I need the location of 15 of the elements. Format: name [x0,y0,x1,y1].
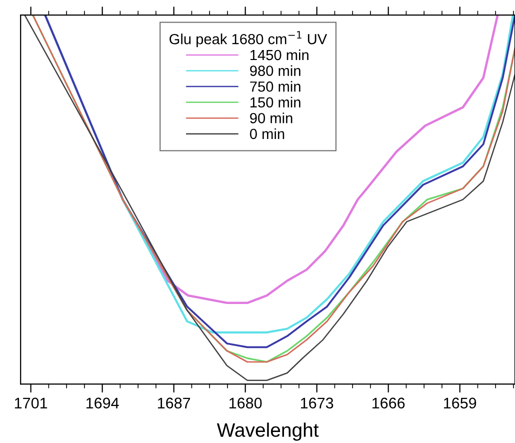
x-tick-label: 1694 [86,398,119,408]
x-axis-title: Wavelenght [216,422,319,441]
legend-label: 0 min [250,128,284,140]
x-tick-label: 1687 [158,398,190,408]
legend-label: 980 min [250,65,300,76]
x-tick-label: 1659 [444,398,476,408]
x-tick-label: 1666 [372,398,405,408]
legend-label: 750 min [250,81,300,92]
legend-label: 1450 min [250,49,308,60]
x-tick-label: 1673 [301,398,334,408]
legend-label: 150 min [250,96,300,108]
x-tick-label: 1680 [230,398,262,408]
legend-title: Glu peak 1680 cm$^{−1}$ UV [170,31,328,48]
x-tick-label: 1701 [14,398,48,408]
legend-label: 90 min [250,112,292,124]
